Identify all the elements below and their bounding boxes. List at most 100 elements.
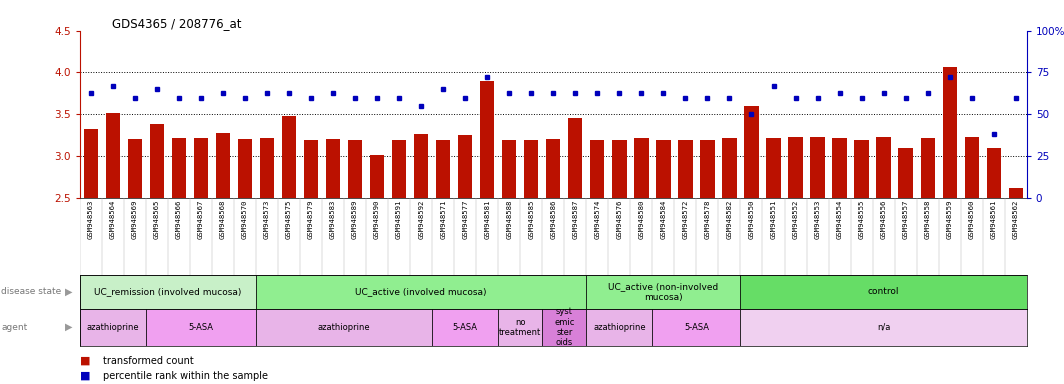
Text: UC_active (non-involved
mucosa): UC_active (non-involved mucosa) xyxy=(609,282,718,301)
Text: agent: agent xyxy=(1,323,28,332)
Bar xyxy=(146,309,256,346)
Bar xyxy=(811,137,825,198)
Text: ■: ■ xyxy=(80,356,90,366)
Bar xyxy=(282,116,296,198)
Text: GSM948580: GSM948580 xyxy=(638,200,645,240)
Bar xyxy=(854,140,868,198)
Bar xyxy=(216,134,230,198)
Text: GSM948588: GSM948588 xyxy=(506,200,512,240)
Bar xyxy=(546,139,561,198)
Text: GSM948554: GSM948554 xyxy=(836,200,843,240)
Text: GSM948564: GSM948564 xyxy=(110,200,116,240)
Text: GSM948581: GSM948581 xyxy=(484,200,491,240)
Bar xyxy=(80,309,146,346)
Bar xyxy=(256,309,432,346)
Text: GSM948553: GSM948553 xyxy=(815,200,820,240)
Bar xyxy=(766,137,781,198)
Bar xyxy=(898,148,913,198)
Text: GSM948559: GSM948559 xyxy=(947,200,952,240)
Text: UC_active (involved mucosa): UC_active (involved mucosa) xyxy=(355,287,487,296)
Bar xyxy=(1009,188,1023,198)
Text: azathioprine: azathioprine xyxy=(318,323,370,332)
Bar xyxy=(543,309,586,346)
Bar xyxy=(591,140,604,198)
Bar xyxy=(678,140,693,198)
Bar xyxy=(480,81,495,198)
Text: GSM948590: GSM948590 xyxy=(375,200,380,240)
Text: GSM948584: GSM948584 xyxy=(661,200,666,240)
Bar xyxy=(943,67,957,198)
Text: GSM948557: GSM948557 xyxy=(902,200,909,240)
Bar xyxy=(238,139,252,198)
Bar xyxy=(700,140,715,198)
Text: control: control xyxy=(868,287,899,296)
Text: GSM948567: GSM948567 xyxy=(198,200,204,240)
Text: no
treatment: no treatment xyxy=(499,318,542,337)
Text: GSM948551: GSM948551 xyxy=(770,200,777,240)
Text: GSM948555: GSM948555 xyxy=(859,200,865,240)
Text: GSM948562: GSM948562 xyxy=(1013,200,1018,240)
Text: GSM948592: GSM948592 xyxy=(418,200,425,240)
Bar xyxy=(568,118,582,198)
Bar xyxy=(80,275,256,309)
Text: GSM948570: GSM948570 xyxy=(242,200,248,240)
Bar xyxy=(502,140,516,198)
Text: GSM948583: GSM948583 xyxy=(330,200,336,240)
Bar xyxy=(326,139,340,198)
Text: GDS4365 / 208776_at: GDS4365 / 208776_at xyxy=(112,17,242,30)
Bar xyxy=(741,275,1027,309)
Bar xyxy=(634,137,649,198)
Text: GSM948577: GSM948577 xyxy=(462,200,468,240)
Text: GSM948576: GSM948576 xyxy=(616,200,622,240)
Text: GSM948587: GSM948587 xyxy=(572,200,579,240)
Bar xyxy=(920,137,935,198)
Bar xyxy=(171,139,186,198)
Text: GSM948550: GSM948550 xyxy=(748,200,754,240)
Bar xyxy=(986,148,1001,198)
Text: GSM948574: GSM948574 xyxy=(595,200,600,240)
Text: ▶: ▶ xyxy=(65,287,72,297)
Bar xyxy=(260,137,275,198)
Text: GSM948585: GSM948585 xyxy=(528,200,534,240)
Text: syst
emic
ster
oids: syst emic ster oids xyxy=(554,307,575,348)
Bar xyxy=(652,309,741,346)
Text: GSM948589: GSM948589 xyxy=(352,200,359,240)
Bar xyxy=(194,137,209,198)
Bar xyxy=(741,309,1027,346)
Text: n/a: n/a xyxy=(877,323,891,332)
Text: GSM948552: GSM948552 xyxy=(793,200,798,240)
Text: azathioprine: azathioprine xyxy=(593,323,646,332)
Text: GSM948578: GSM948578 xyxy=(704,200,711,240)
Bar xyxy=(256,275,586,309)
Bar xyxy=(586,309,652,346)
Bar xyxy=(304,140,318,198)
Bar xyxy=(612,140,627,198)
Bar xyxy=(392,140,406,198)
Bar xyxy=(965,137,979,198)
Text: GSM948575: GSM948575 xyxy=(286,200,292,240)
Text: GSM948563: GSM948563 xyxy=(88,200,94,240)
Bar xyxy=(348,140,362,198)
Text: GSM948568: GSM948568 xyxy=(220,200,226,240)
Text: GSM948560: GSM948560 xyxy=(968,200,975,240)
Text: 5-ASA: 5-ASA xyxy=(452,323,478,332)
Text: ■: ■ xyxy=(80,371,90,381)
Text: UC_remission (involved mucosa): UC_remission (involved mucosa) xyxy=(95,287,242,296)
Text: GSM948591: GSM948591 xyxy=(396,200,402,240)
Bar xyxy=(150,124,164,198)
Bar xyxy=(370,155,384,198)
Text: GSM948566: GSM948566 xyxy=(176,200,182,240)
Bar xyxy=(105,113,120,198)
Text: GSM948579: GSM948579 xyxy=(309,200,314,240)
Bar xyxy=(498,309,543,346)
Text: GSM948571: GSM948571 xyxy=(440,200,446,240)
Bar xyxy=(788,137,802,198)
Bar xyxy=(832,137,847,198)
Bar xyxy=(84,129,98,198)
Text: GSM948573: GSM948573 xyxy=(264,200,270,240)
Text: GSM948569: GSM948569 xyxy=(132,200,138,240)
Bar xyxy=(745,106,759,198)
Bar xyxy=(432,309,498,346)
Text: 5-ASA: 5-ASA xyxy=(684,323,709,332)
Bar xyxy=(525,140,538,198)
